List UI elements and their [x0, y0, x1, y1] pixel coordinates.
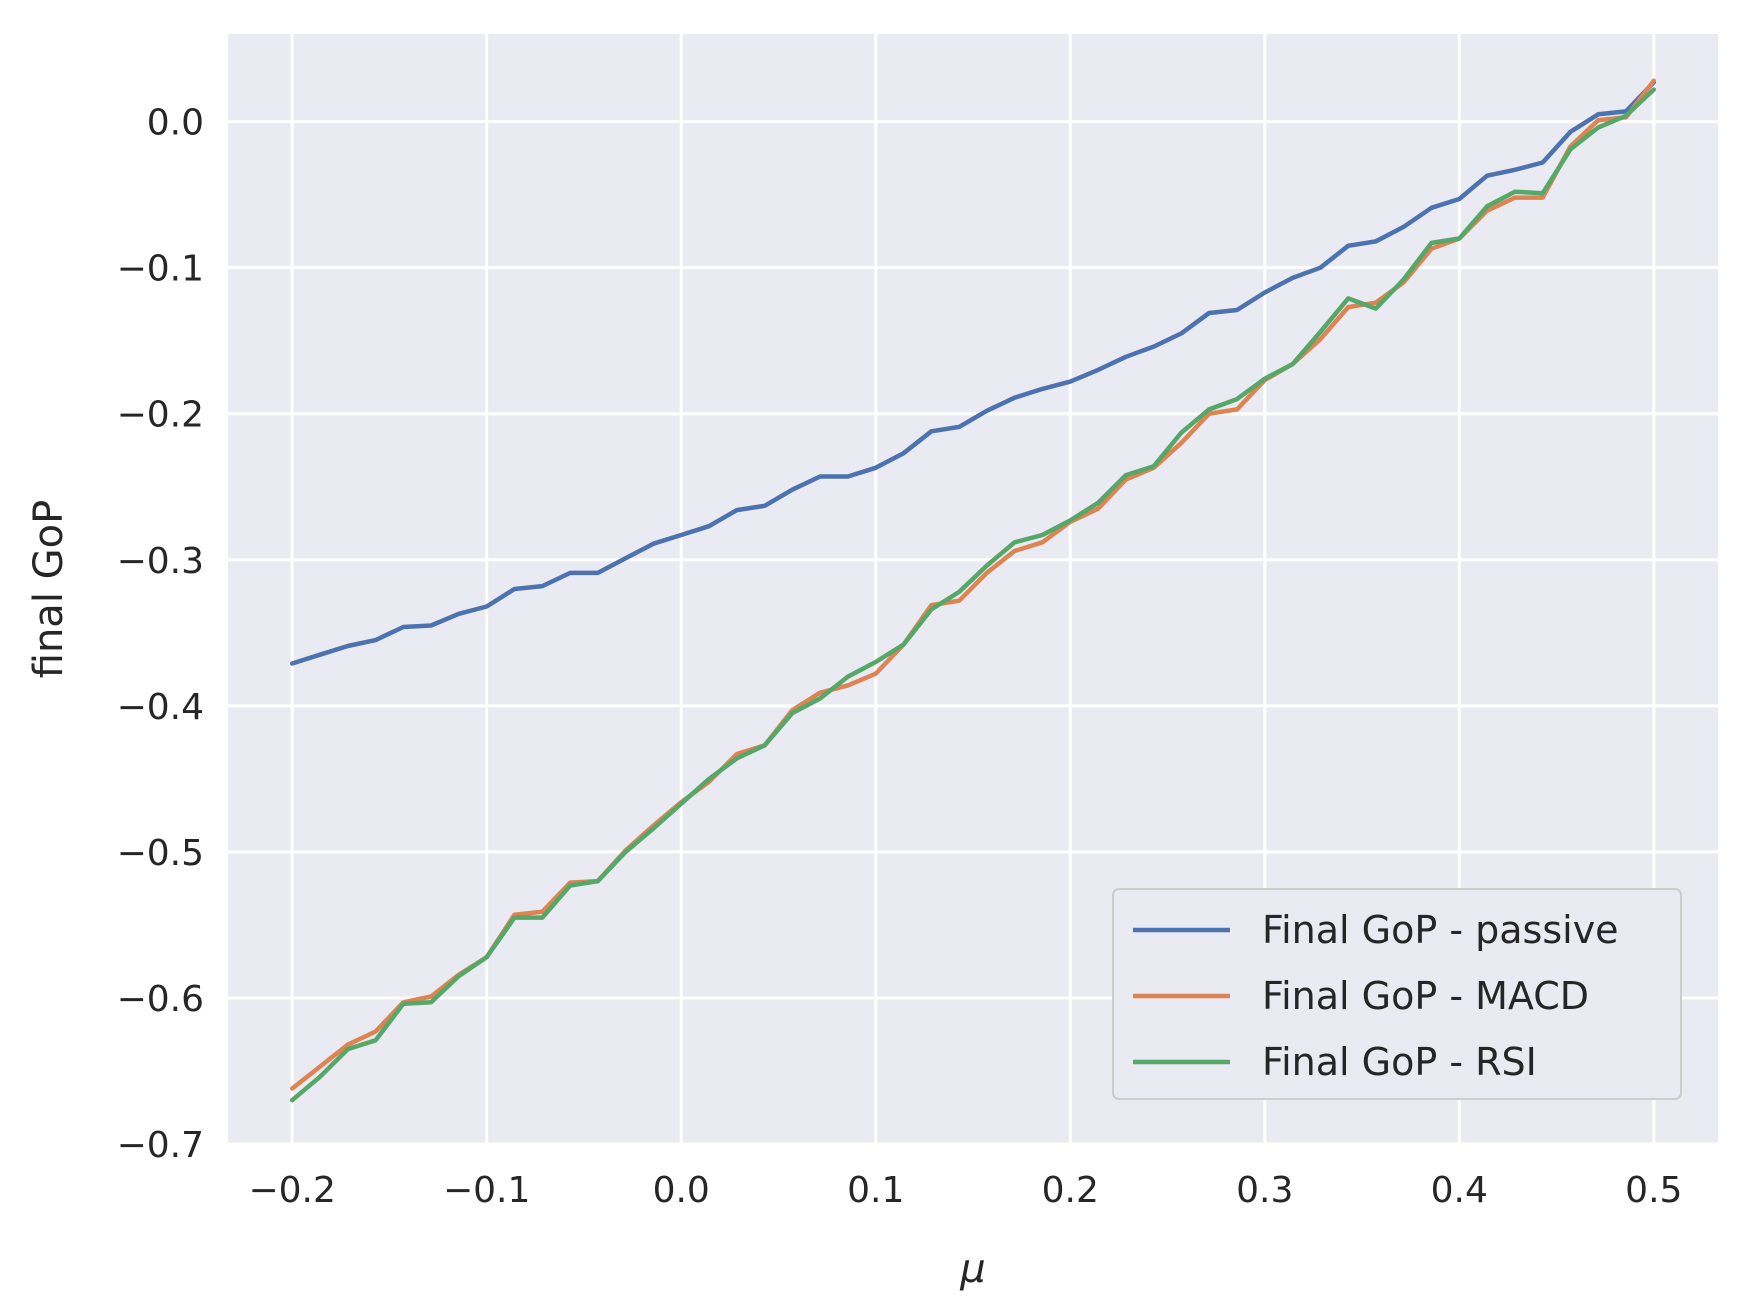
series-line-0 — [289, 79, 1657, 666]
x-tick-label: −0.2 — [248, 1170, 335, 1211]
legend: Final GoP - passive Final GoP - MACD Final… — [1112, 888, 1682, 1100]
grid — [228, 34, 1718, 1146]
y-tick-label: −0.4 — [117, 687, 204, 728]
x-tick-label: 0.1 — [847, 1170, 904, 1211]
legend-label: Final GoP - RSI — [1262, 1040, 1537, 1084]
series-lines — [289, 78, 1657, 1103]
x-tick-label: −0.1 — [443, 1170, 530, 1211]
x-tick-label: 0.5 — [1625, 1170, 1682, 1211]
y-tick-label: −0.1 — [117, 249, 204, 290]
x-axis-ticks: −0.2 −0.1 0.0 0.1 0.2 0.3 0.4 0.5 — [248, 1170, 1682, 1211]
x-tick-label: 0.4 — [1431, 1170, 1488, 1211]
y-tick-label: −0.2 — [117, 395, 204, 436]
legend-label: Final GoP - passive — [1262, 908, 1619, 952]
y-tick-label: −0.5 — [117, 833, 204, 874]
legend-label: Final GoP - MACD — [1262, 974, 1589, 1018]
series-line-1 — [289, 78, 1657, 1091]
y-axis-ticks: 0.0 −0.1 −0.2 −0.3 −0.4 −0.5 −0.6 −0.7 — [117, 103, 204, 1166]
legend-box — [1112, 888, 1682, 1100]
y-tick-label: −0.3 — [117, 541, 204, 582]
y-tick-label: −0.7 — [117, 1125, 204, 1166]
x-tick-label: 0.0 — [653, 1170, 710, 1211]
x-tick-label: 0.3 — [1236, 1170, 1293, 1211]
series-line-2 — [289, 87, 1657, 1103]
y-tick-label: −0.6 — [117, 979, 204, 1020]
y-tick-label: 0.0 — [147, 103, 204, 144]
x-axis-label: μ — [959, 1246, 985, 1292]
y-axis-label: final GoP — [26, 500, 72, 678]
x-tick-label: 0.2 — [1042, 1170, 1099, 1211]
